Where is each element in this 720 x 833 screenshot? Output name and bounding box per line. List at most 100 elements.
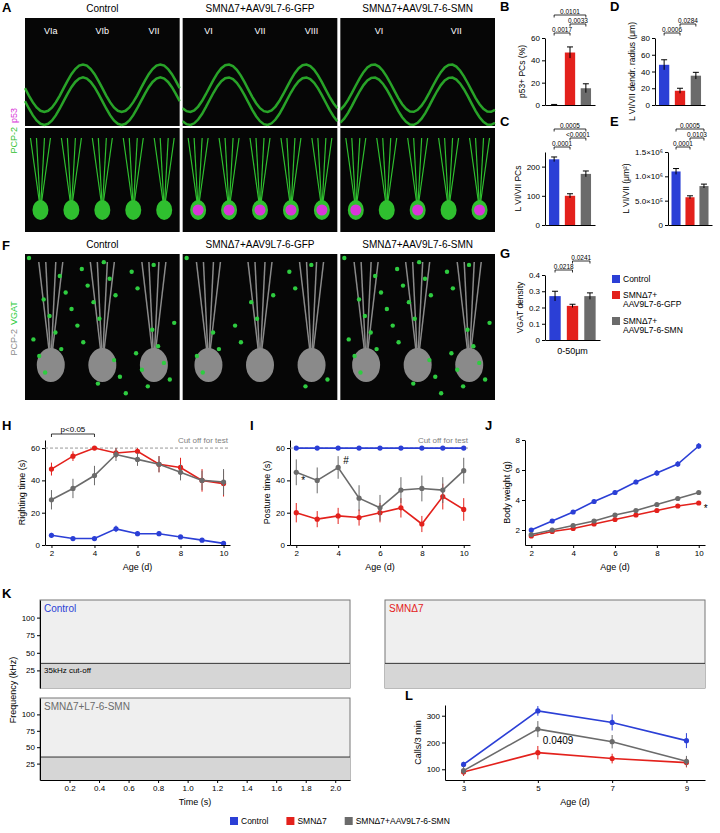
tick-label: 40 — [641, 68, 650, 77]
marker — [610, 756, 615, 761]
marker — [675, 461, 680, 466]
line — [464, 729, 687, 771]
tick-mark — [158, 780, 159, 783]
error-bar — [552, 291, 558, 301]
micrograph — [183, 128, 338, 232]
tick: 20 — [641, 84, 655, 93]
annotation: 0.0409 — [543, 735, 574, 746]
marker — [419, 486, 424, 491]
tick-mark — [422, 545, 423, 548]
significance-bracket — [554, 129, 586, 132]
series — [49, 526, 226, 545]
marker — [419, 445, 424, 450]
p-value: 0.0241 — [571, 254, 591, 261]
p-value: 0.0001 — [552, 140, 572, 147]
tick-mark — [542, 83, 545, 84]
marker — [684, 738, 689, 743]
column-title: Control — [86, 239, 118, 250]
tick: 8 — [655, 545, 660, 558]
tick: 1.6 — [271, 780, 283, 793]
tick-mark — [464, 780, 465, 783]
column-title: SMNΔ7+AAV9L7-6-GFP — [205, 239, 314, 250]
marker — [612, 517, 617, 522]
tick: 10 — [460, 545, 469, 558]
lobule-label: VII — [148, 26, 159, 36]
significance-bracket — [554, 33, 570, 36]
tick: 100 — [22, 614, 40, 623]
p-value: 0.0218 — [554, 263, 574, 270]
tick: 1.2 — [212, 780, 224, 793]
tick-mark — [522, 440, 525, 441]
tick-label: 8 — [516, 436, 521, 445]
axis-line — [545, 276, 546, 341]
axis-line — [655, 39, 656, 106]
panel-letter: I — [250, 418, 254, 433]
error-bar-line — [687, 196, 693, 199]
tick-label: 40 — [276, 476, 285, 485]
legend: ControlSMNΔ7SMNΔ7+AAV9L7-6-SMN — [230, 816, 450, 826]
plot-area — [45, 445, 230, 545]
lobule-label: VIII — [305, 26, 319, 36]
tick: 1.5×10⁶ — [635, 148, 668, 157]
tick-mark — [542, 38, 545, 39]
plot-area — [659, 60, 701, 105]
tick-label: 60 — [641, 51, 650, 60]
tick-label: 10 — [220, 549, 229, 558]
bar-chart: G00.10.20.30.40.02180.0241VGAT density0-… — [500, 246, 601, 356]
tick-label: 200 — [527, 163, 541, 172]
tick: 8 — [179, 545, 184, 558]
tick-mark — [522, 530, 525, 531]
marker — [591, 499, 596, 504]
marker — [529, 527, 534, 532]
bar — [584, 296, 595, 340]
marker — [610, 739, 615, 744]
bar — [659, 65, 669, 105]
lobule-label: VIa — [44, 26, 58, 36]
significance-bracket — [676, 129, 704, 132]
tick: 80 — [641, 34, 655, 43]
legend-swatch — [612, 317, 620, 325]
panel-letter: F — [2, 238, 10, 253]
error-bar — [693, 72, 699, 79]
tick-label: 2 — [530, 549, 535, 558]
marker — [398, 487, 403, 492]
marker — [571, 523, 576, 528]
tick-label: 2 — [50, 549, 55, 558]
image-panel: AControlVIaVIbVIISMNΔ7+AAV9L7-6-GFPVIVII… — [2, 0, 495, 232]
tick-mark — [94, 545, 95, 548]
axis-title: Calls/3 min — [413, 720, 423, 765]
marker — [461, 445, 466, 450]
tick-label: 20 — [641, 84, 650, 93]
tick: 300 — [427, 712, 445, 721]
marker — [70, 536, 75, 541]
tick-label: 0.8 — [153, 784, 165, 793]
tick-label: 300 — [427, 712, 441, 721]
tick: 0 — [536, 221, 545, 230]
significance-bracket — [554, 15, 586, 18]
tick: 7 — [610, 780, 615, 793]
axis-line — [41, 780, 351, 781]
series — [461, 706, 689, 767]
column-title: SMNΔ7+AAV9L7-6-GFP — [205, 3, 314, 14]
tick: 6 — [613, 545, 618, 558]
marker — [684, 759, 689, 764]
tick-label: 0 — [536, 221, 541, 230]
tick-label: 2 — [516, 526, 521, 535]
tick: 0 — [536, 336, 545, 345]
significance-bracket — [664, 33, 680, 36]
marker — [675, 503, 680, 508]
tick-label: 20 — [31, 509, 40, 518]
tick: 0 — [659, 221, 668, 230]
tick: 5.0×10⁵ — [635, 197, 668, 206]
tick-label: 4 — [571, 549, 576, 558]
tick-label: 0.2 — [64, 784, 76, 793]
legend-label: Control — [623, 274, 651, 284]
channel-name: p53 — [9, 108, 19, 123]
series — [294, 484, 467, 532]
legend-swatch — [345, 817, 353, 825]
tick-label: 100 — [527, 192, 541, 201]
marker — [633, 512, 638, 517]
tick: 3 — [462, 780, 467, 793]
tick: 2 — [516, 526, 525, 535]
series — [529, 500, 702, 538]
